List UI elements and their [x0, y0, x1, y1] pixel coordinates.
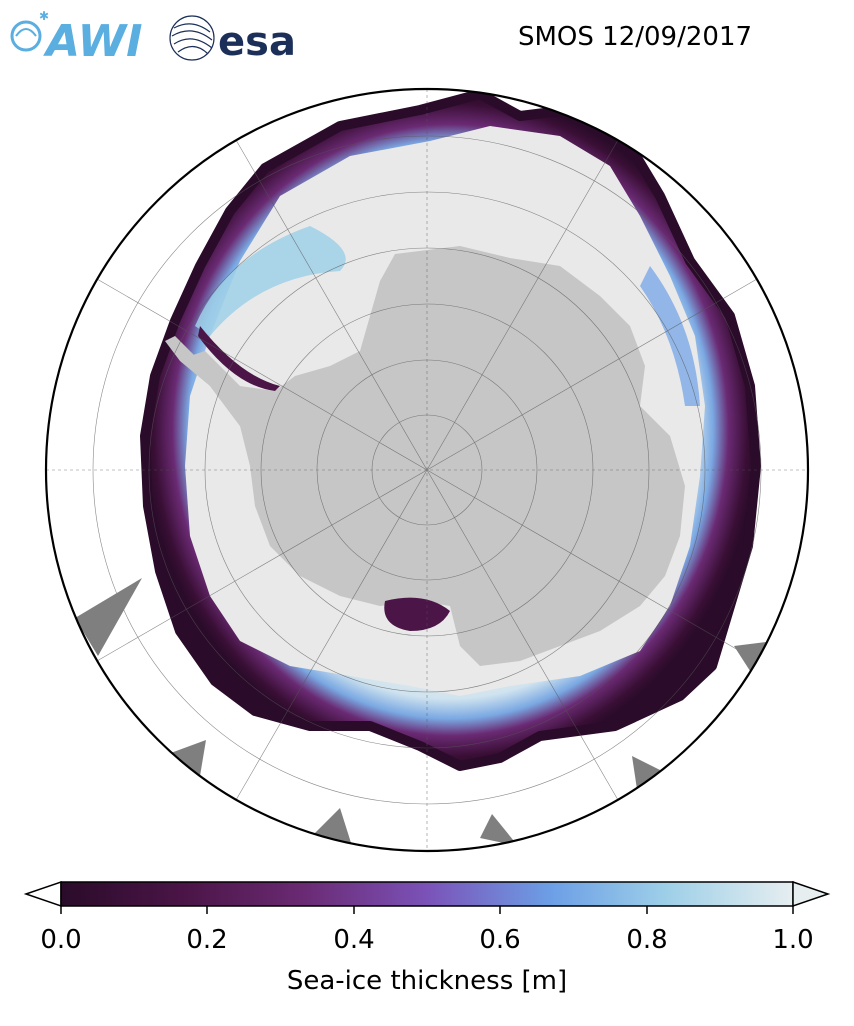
esa-logo-text: esa: [218, 19, 296, 64]
awi-logo-text: AWI: [43, 16, 143, 62]
colorbar-tick-marks: [60, 906, 794, 914]
sea-ice-map: [44, 87, 810, 853]
map-boundary: [44, 87, 810, 853]
colorbar-label: Sea-ice thickness [m]: [286, 966, 568, 996]
colorbar-tick-label: 0.4: [333, 925, 375, 955]
colorbar-tick-label: 1.0: [772, 925, 814, 955]
ross-ice-shelf-edge: [384, 597, 450, 631]
weddell-sea-edge: [198, 326, 280, 391]
colorbar-tick-label: 0.0: [40, 925, 82, 955]
svg-text:✱: ✱: [39, 9, 49, 23]
graticule: [46, 89, 808, 851]
colorbar-extend-high: [792, 880, 831, 908]
colorbar-gradient: [60, 881, 794, 907]
colorbar-tick-label: 0.8: [626, 925, 668, 955]
thin-ice-fringe: [195, 226, 346, 336]
antarctica-land: [190, 246, 685, 666]
map-title: SMOS 12/09/2017: [518, 22, 753, 52]
colorbar-tick-label: 0.6: [479, 925, 521, 955]
antarctic-peninsula: [165, 336, 245, 426]
thin-ice-fringe-east: [640, 266, 700, 406]
esa-logo: esa: [169, 15, 296, 64]
colorbar-extend-low: [23, 880, 62, 908]
colorbar-tick-label: 0.2: [186, 925, 228, 955]
colorbar: [23, 880, 831, 914]
awi-logo: ✱ AWI: [10, 9, 143, 62]
